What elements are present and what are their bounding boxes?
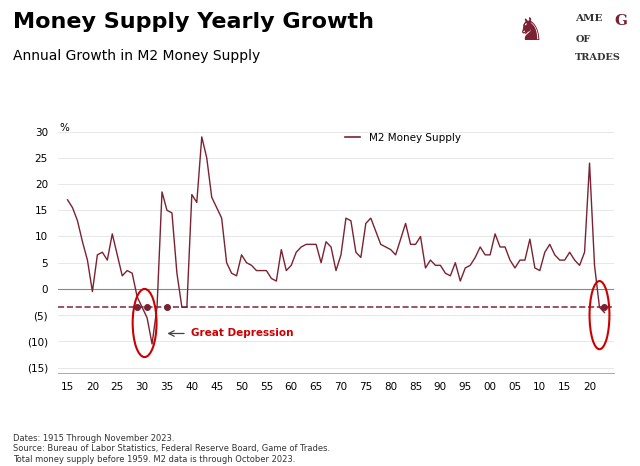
- Text: Great Depression: Great Depression: [191, 329, 293, 338]
- Text: ♞: ♞: [516, 17, 543, 47]
- Text: G: G: [614, 14, 627, 28]
- Text: TRADES: TRADES: [575, 53, 621, 62]
- Text: OF: OF: [575, 35, 591, 44]
- Text: AME: AME: [575, 14, 603, 23]
- Text: Money Supply Yearly Growth: Money Supply Yearly Growth: [13, 12, 374, 32]
- Legend: M2 Money Supply: M2 Money Supply: [340, 129, 465, 147]
- Text: Annual Growth in M2 Money Supply: Annual Growth in M2 Money Supply: [13, 49, 260, 63]
- Text: %: %: [59, 123, 69, 133]
- Text: Dates: 1915 Through November 2023.
Source: Bureau of Labor Statistics, Federal R: Dates: 1915 Through November 2023. Sourc…: [13, 434, 330, 464]
